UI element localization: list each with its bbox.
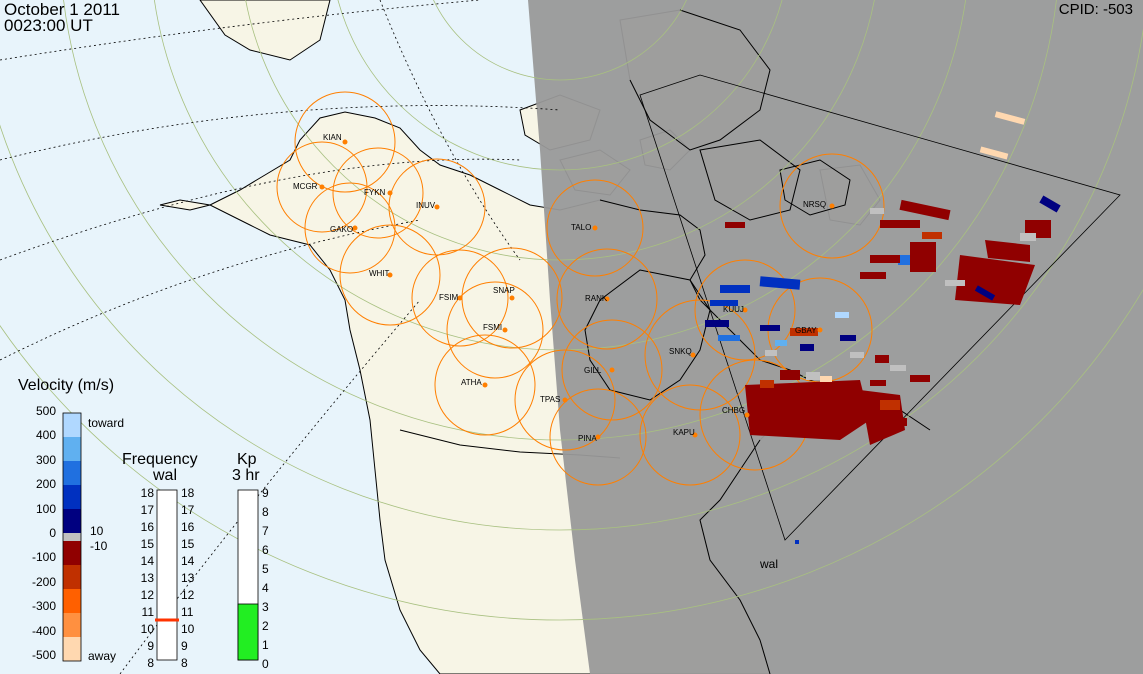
gs-neg-label: -10	[90, 539, 108, 553]
frequency-tick-right: 15	[181, 537, 195, 551]
frequency-tick-left: 18	[140, 486, 154, 500]
frequency-tick-left: 8	[147, 656, 154, 670]
frequency-tick-right: 11	[181, 605, 194, 619]
magnetic-grid	[0, 0, 561, 674]
velocity-colorbar	[62, 412, 82, 662]
kp-legend-subtitle: 3 hr	[232, 467, 260, 484]
away-label: away	[88, 649, 117, 663]
frequency-tick-right: 17	[181, 503, 195, 517]
frequency-legend-subtitle: wal	[153, 467, 178, 484]
kp-legend-title: Kp	[237, 451, 257, 468]
velocity-tick: 200	[35, 477, 56, 492]
frequency-tick-left: 14	[140, 554, 154, 568]
frequency-tick-left: 13	[140, 571, 154, 585]
frequency-tick-right: 10	[181, 622, 195, 636]
frequency-tick-left: 9	[147, 639, 154, 653]
frequency-tick-right: 18	[181, 486, 195, 500]
velocity-legend-title: Velocity (m/s)	[18, 377, 115, 394]
station-CHBG: CHBG	[722, 406, 745, 415]
frequency-tick-right: 13	[181, 571, 195, 585]
kp-tick: 8	[262, 505, 269, 519]
velocity-tick: 0	[49, 526, 56, 540]
frequency-tick-left: 17	[140, 503, 154, 517]
radar-label: wal	[759, 557, 778, 571]
kp-tick: 2	[262, 619, 269, 633]
station-INUV: INUV	[416, 201, 436, 210]
frequency-scale	[155, 489, 179, 661]
station-FSMI: FSMI	[483, 323, 502, 332]
station-PINA: PINA	[578, 434, 597, 443]
frequency-tick-right: 14	[181, 554, 195, 568]
velocity-tick: 100	[35, 501, 56, 516]
station-FYKN: FYKN	[364, 188, 386, 197]
station-ATHA: ATHA	[461, 378, 482, 387]
night-shading	[528, 0, 1143, 674]
kp-tick: 4	[262, 581, 269, 595]
velocity-tick: 500	[35, 404, 56, 418]
station-KIAN: KIAN	[323, 133, 342, 142]
frequency-legend-title: Frequency	[122, 451, 198, 468]
frequency-tick-left: 11	[141, 605, 154, 619]
kp-tick: 7	[262, 524, 269, 538]
station-WHIT: WHIT	[369, 269, 390, 278]
radar-fov	[639, 74, 1121, 541]
fov-circles	[276, 91, 885, 486]
toward-label: toward	[88, 416, 125, 430]
frequency-tick-left: 15	[140, 537, 154, 551]
velocity-tick: -200	[31, 574, 56, 589]
kp-tick: 0	[262, 657, 269, 671]
velocity-tick: -100	[31, 550, 56, 565]
velocity-vectors	[705, 111, 1061, 544]
velocity-tick: -300	[31, 599, 56, 614]
time-label: 0023:00 UT	[4, 16, 93, 35]
station-GAKO: GAKO	[330, 225, 353, 234]
frequency-tick-right: 9	[181, 639, 188, 653]
station-TPAS: TPAS	[540, 395, 560, 404]
frequency-tick-left: 12	[140, 588, 154, 602]
kp-tick: 9	[262, 486, 269, 500]
station-MCGR: MCGR	[293, 182, 318, 191]
station-KUUJ: KUUJ	[723, 305, 744, 314]
frequency-tick-left: 16	[140, 520, 154, 534]
cpid-label: CPID: -503	[1058, 1, 1133, 18]
gs-pos-label: 10	[90, 524, 104, 538]
velocity-tick: 400	[35, 428, 56, 443]
station-SNKQ: SNKQ	[669, 347, 692, 356]
frequency-tick-right: 12	[181, 588, 195, 602]
frequency-tick-right: 16	[181, 520, 195, 534]
date-label: October 1 2011	[4, 0, 120, 19]
kp-scale	[237, 489, 259, 661]
frequency-tick-left: 10	[140, 622, 154, 636]
station-FSIM: FSIM	[439, 293, 458, 302]
station-RANK: RANK	[585, 294, 608, 303]
station-TALO: TALO	[571, 223, 591, 232]
kp-tick: 6	[262, 543, 269, 557]
night-coastlines	[584, 9, 931, 674]
velocity-tick: -500	[31, 648, 56, 662]
station-NRSQ: NRSQ	[803, 200, 826, 209]
station-markers: KIAN MCGR FYKN GAKO INUV WHIT FSIM SNAP …	[293, 133, 835, 443]
velocity-tick: 300	[35, 452, 56, 467]
frequency-tick-right: 8	[181, 656, 188, 670]
kp-tick: 5	[262, 562, 269, 576]
station-GILL: GILL	[584, 366, 602, 375]
station-GBAY: GBAY	[795, 326, 817, 335]
station-KAPU: KAPU	[673, 428, 695, 437]
kp-tick: 3	[262, 600, 269, 614]
kp-tick: 1	[262, 638, 269, 652]
station-SNAP: SNAP	[493, 286, 515, 295]
velocity-tick: -400	[31, 623, 56, 638]
